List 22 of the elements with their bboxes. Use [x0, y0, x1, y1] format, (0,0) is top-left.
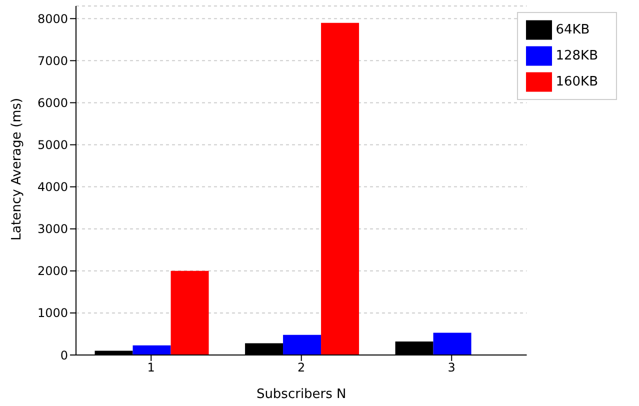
x-tick-label: 1	[147, 360, 155, 375]
x-tick-label: 2	[298, 360, 306, 375]
bar	[170, 270, 209, 355]
y-tick-label: 7000	[37, 54, 68, 68]
y-tick-label: 6000	[37, 96, 68, 110]
x-axis-title: Subscribers N	[256, 387, 346, 402]
x-tick-label: 3	[448, 360, 456, 375]
legend-label: 128KB	[556, 48, 598, 64]
y-tick-label: 5000	[37, 138, 68, 152]
y-axis-title: Latency Average (ms)	[10, 98, 25, 240]
y-tick-label: 1000	[37, 306, 68, 320]
y-tick-label: 2000	[37, 264, 68, 278]
y-tick-label: 3000	[37, 222, 68, 236]
bar	[132, 345, 171, 355]
legend-label: 160KB	[556, 74, 598, 90]
bar	[433, 332, 472, 355]
bar	[283, 334, 322, 355]
bar	[321, 22, 360, 355]
y-tick-label: 8000	[37, 12, 68, 26]
y-tick-label: 0	[60, 348, 68, 362]
legend-label: 64KB	[556, 22, 590, 38]
y-tick-label: 4000	[37, 180, 68, 194]
